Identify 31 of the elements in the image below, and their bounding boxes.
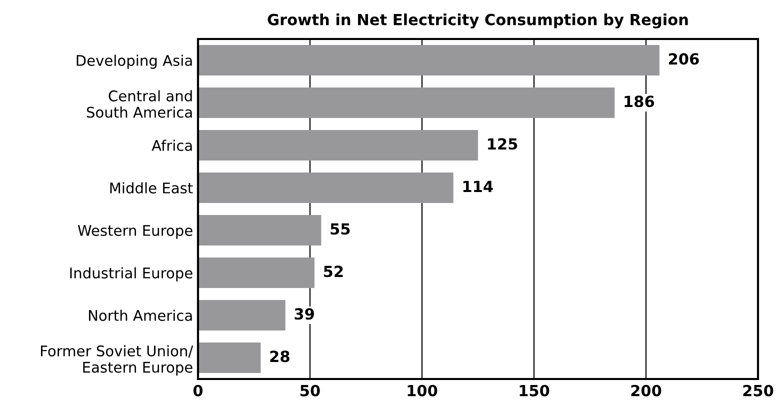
y-tick-label: Industrial Europe xyxy=(70,267,192,282)
x-tick-label: 150 xyxy=(520,384,550,396)
y-tick-label: Former Soviet Union/ Eastern Europe xyxy=(41,345,194,376)
y-tick-label: Africa xyxy=(152,140,192,151)
data-label: 186 xyxy=(624,96,654,108)
y-tick-label: Middle East xyxy=(110,182,193,194)
bar xyxy=(198,87,615,118)
x-tick-label: 200 xyxy=(631,384,662,396)
bar xyxy=(198,44,660,76)
bar xyxy=(198,257,314,288)
data-label: 206 xyxy=(668,53,699,65)
data-label: 52 xyxy=(324,266,343,278)
data-label: 28 xyxy=(270,350,290,362)
y-tick-label: Central and South America xyxy=(86,90,192,118)
chart-title: Growth in Net Electricity Consumption by Region xyxy=(268,14,688,28)
data-label: 39 xyxy=(294,308,314,320)
x-tick-label: 50 xyxy=(300,384,320,396)
bar xyxy=(198,300,286,331)
y-tick-label: Developing Asia xyxy=(76,54,192,69)
bar xyxy=(198,130,478,161)
y-tick-label: Western Europe xyxy=(78,225,192,239)
x-tick-label: 100 xyxy=(408,384,438,396)
bar xyxy=(198,214,322,246)
y-tick-label: North America xyxy=(88,310,192,321)
data-label: 125 xyxy=(488,138,518,150)
x-tick-label: 250 xyxy=(743,384,774,396)
x-tick-label: 0 xyxy=(193,384,203,396)
bar xyxy=(198,342,261,374)
bar xyxy=(198,172,454,204)
data-label: 55 xyxy=(330,223,350,235)
data-label: 114 xyxy=(463,180,493,192)
